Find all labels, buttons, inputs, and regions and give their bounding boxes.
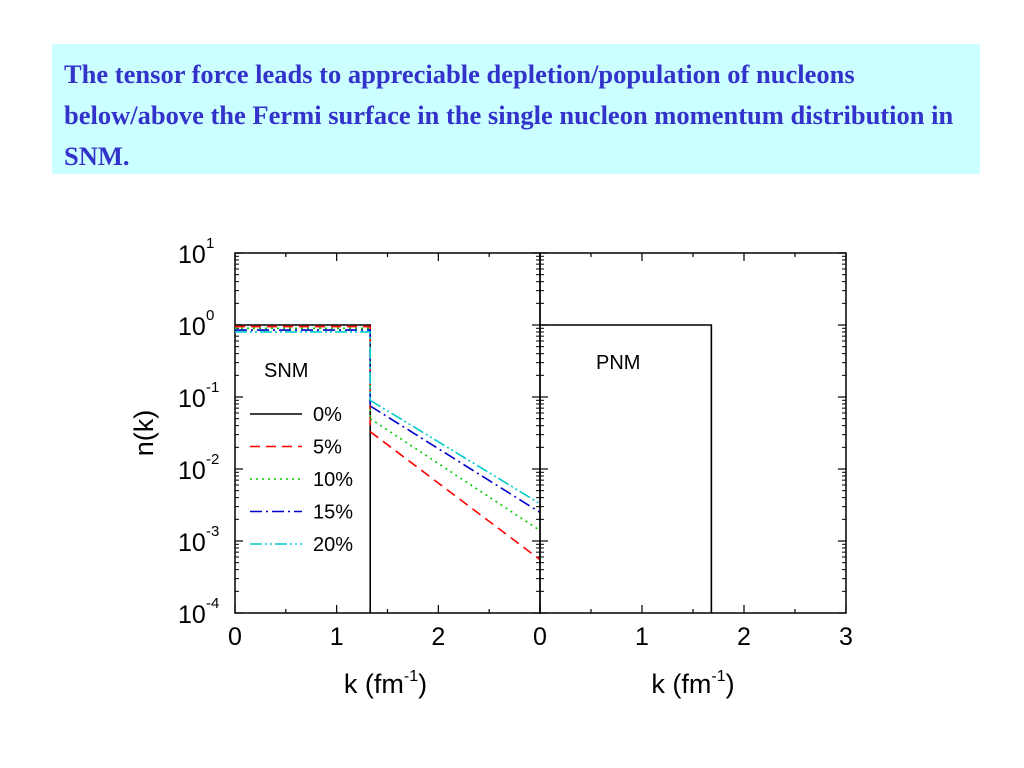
y-tick-label: 10 -3 bbox=[178, 523, 219, 557]
panel-label: PNM bbox=[596, 352, 640, 374]
legend-label: 0% bbox=[313, 404, 342, 426]
y-axis-title: n(k) bbox=[129, 410, 159, 457]
series-line-20pct bbox=[235, 331, 372, 401]
series-tail-20pct bbox=[369, 399, 541, 505]
series-tail-5pct bbox=[369, 431, 541, 561]
series-tail-15pct bbox=[369, 405, 541, 514]
y-tick-label: 10 1 bbox=[178, 235, 214, 269]
legend: 0% 5% 10% 15% 20% bbox=[250, 404, 353, 556]
x-tick-label: 2 bbox=[737, 623, 751, 651]
x-tick-label: 3 bbox=[839, 623, 853, 651]
legend-label: 20% bbox=[313, 534, 353, 556]
y-tick-exponent: -1 bbox=[206, 379, 219, 396]
x-tick-label: 0 bbox=[228, 623, 242, 651]
caption-text: The tensor force leads to appreciable de… bbox=[64, 59, 954, 171]
plot-frame bbox=[234, 252, 541, 614]
x-tick-label: 1 bbox=[330, 623, 344, 651]
y-tick-base: 10 bbox=[178, 529, 206, 557]
x-tick-label: 2 bbox=[431, 623, 445, 651]
panel-pnm: 0 1 2 3 PNM k (fm-1) bbox=[533, 252, 853, 699]
series-line-0pct bbox=[235, 324, 372, 613]
x-axis-title: k (fm-1) bbox=[344, 668, 427, 699]
series-tail-10pct bbox=[369, 418, 541, 532]
legend-label: 15% bbox=[313, 502, 353, 524]
y-tick-base: 10 bbox=[178, 313, 206, 341]
legend-label: 10% bbox=[313, 469, 353, 491]
x-tick-label: 1 bbox=[635, 623, 649, 651]
y-tick-label: 10 -1 bbox=[178, 379, 219, 413]
y-tick-exponent: -2 bbox=[206, 451, 219, 468]
y-tick-base: 10 bbox=[178, 385, 206, 413]
caption-box: The tensor force leads to appreciable de… bbox=[52, 44, 980, 174]
y-tick-label: 10 0 bbox=[178, 307, 214, 341]
y-tick-label: 10 -4 bbox=[178, 595, 219, 629]
y-tick-base: 10 bbox=[178, 241, 206, 269]
panel-label: SNM bbox=[264, 360, 308, 382]
series-line-5pct bbox=[235, 325, 372, 432]
x-axis-title: k (fm-1) bbox=[651, 668, 734, 699]
series-line-PNM bbox=[540, 324, 713, 613]
y-tick-exponent: 1 bbox=[206, 235, 214, 252]
y-tick-label: 10 -2 bbox=[178, 451, 219, 485]
y-tick-exponent: -3 bbox=[206, 523, 219, 540]
legend-label: 5% bbox=[313, 437, 342, 459]
x-tick-label: 0 bbox=[533, 623, 547, 651]
plot-frame bbox=[539, 252, 847, 614]
y-tick-base: 10 bbox=[178, 457, 206, 485]
y-tick-base: 10 bbox=[178, 601, 206, 629]
y-tick-exponent: -4 bbox=[206, 595, 219, 612]
y-tick-exponent: 0 bbox=[206, 307, 214, 324]
